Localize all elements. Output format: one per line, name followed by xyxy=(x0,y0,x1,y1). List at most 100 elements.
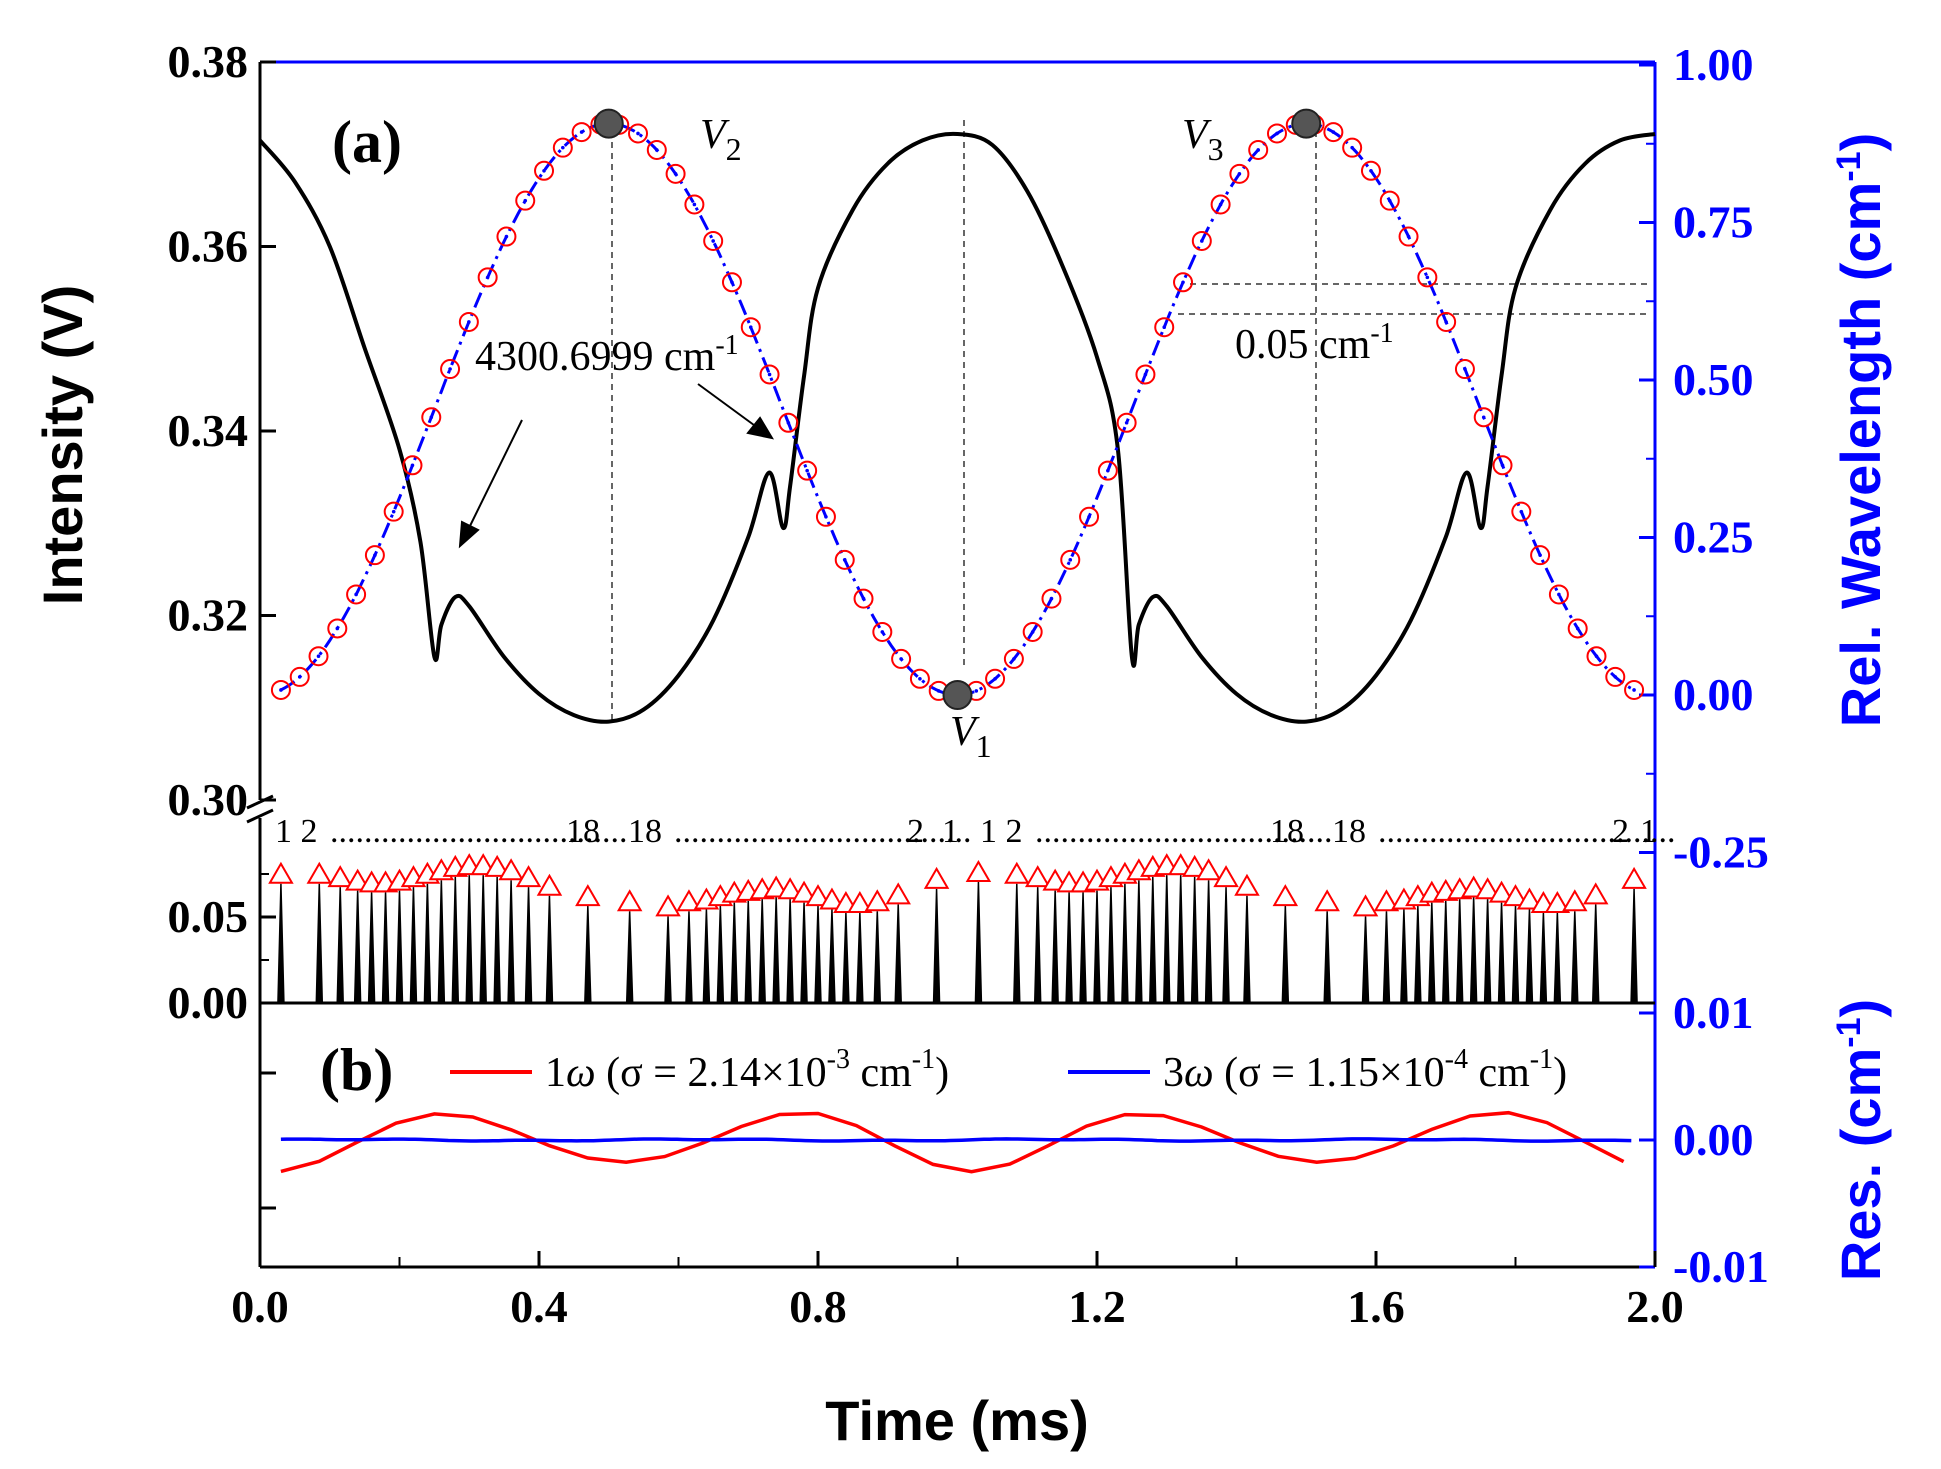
spike-triangle xyxy=(1024,865,1051,888)
wavelength-marker xyxy=(1323,122,1344,143)
spike-peak xyxy=(507,880,515,1004)
spike-peak xyxy=(932,888,941,1004)
spike-peak xyxy=(1630,888,1638,1004)
left-tick-label: 0.32 xyxy=(168,590,249,641)
spike-peak xyxy=(423,883,432,1004)
spike-triangle xyxy=(1352,894,1379,917)
wavelength-marker-dot xyxy=(786,420,791,425)
spike-triangle xyxy=(1474,877,1501,900)
intensity-trace xyxy=(258,131,1656,724)
spike-peak xyxy=(1553,912,1562,1004)
wavelength-marker xyxy=(1173,272,1194,293)
wavelength-marker-dot xyxy=(1613,675,1618,679)
spike-peak xyxy=(894,904,902,1004)
right-tick-label: 0.25 xyxy=(1673,512,1754,563)
spike-peak xyxy=(353,890,362,1004)
spike-peak xyxy=(277,883,285,1004)
right-axis-title-lower: Res. (cm-1) xyxy=(1829,999,1892,1281)
spike-peak xyxy=(1079,892,1087,1004)
spike-peak xyxy=(856,912,864,1004)
seq-label-1-2: 1 2 xyxy=(275,813,318,850)
wavelength-marker-dot xyxy=(1275,131,1279,136)
wavelength-marker xyxy=(1530,545,1551,566)
wavelength-marker xyxy=(721,272,742,293)
spike-peak xyxy=(873,911,882,1004)
spike-peak xyxy=(315,883,324,1004)
spike-peak xyxy=(828,909,836,1004)
spike-triangle xyxy=(805,884,831,907)
wavelength-marker-dot xyxy=(391,509,396,514)
spike-peak xyxy=(1591,904,1600,1004)
wavelength-marker xyxy=(552,137,573,158)
spike-triangle xyxy=(1373,889,1400,912)
spike-peak xyxy=(1382,911,1391,1004)
wavelength-marker-dot xyxy=(1444,320,1448,324)
wavelength-marker xyxy=(759,364,780,385)
wavelength-marker-dot xyxy=(1387,198,1392,203)
x-tick-label: 1.6 xyxy=(1347,1281,1405,1332)
wavelength-marker xyxy=(1003,648,1024,669)
wavelength-marker-dot xyxy=(1500,463,1505,468)
wavelength-marker xyxy=(1567,618,1588,639)
spike-peak xyxy=(1483,899,1492,1004)
x-tick-label: 1.2 xyxy=(1068,1281,1126,1332)
wavelength-marker-dot xyxy=(542,168,546,173)
wavelength-marker-dot xyxy=(880,630,885,634)
spike-peak xyxy=(493,876,501,1004)
spike-triangle xyxy=(498,858,524,881)
left-axis-ticks: 0.30 0.32 0.34 0.36 0.38 0.00 0.05 xyxy=(168,36,276,1210)
extremum-dot xyxy=(942,680,973,710)
wavelength-marker xyxy=(364,545,385,566)
wavelength-marker xyxy=(1473,407,1494,428)
right-axis-title-upper: Rel. Wavelength (cm-1) xyxy=(1829,133,1892,727)
spike-triangle xyxy=(1502,884,1529,907)
legend-label-1w: 1ω (σ = 2.14×10-3 cm-1) xyxy=(545,1044,949,1096)
extremum-dots xyxy=(593,108,1322,710)
spike-peak xyxy=(584,906,592,1004)
spike-triangle xyxy=(1234,873,1260,896)
spike-triangle xyxy=(965,860,992,882)
spike-triangle xyxy=(1004,861,1030,884)
spike-peak xyxy=(381,892,390,1004)
right-tick-label: 0.00 xyxy=(1673,669,1754,720)
wavelength-marker xyxy=(646,139,667,160)
spike-peak xyxy=(1323,911,1331,1004)
wavelength-marker xyxy=(1360,160,1381,181)
spike-triangle xyxy=(1195,858,1222,881)
axis-break-mark-1 xyxy=(246,794,274,810)
x-tick-label: 0.8 xyxy=(789,1281,847,1332)
spike-peak xyxy=(479,875,487,1004)
arrow-left-head xyxy=(458,520,480,549)
spike-triangle xyxy=(1621,866,1647,889)
wavelength-marker-dot xyxy=(1124,420,1129,425)
wavelength-marker xyxy=(1605,666,1626,687)
left-tick-label: 0.38 xyxy=(168,36,249,87)
spike-peak xyxy=(1190,876,1199,1004)
wavelength-marker xyxy=(1154,317,1175,338)
spike-peak xyxy=(1243,895,1251,1004)
spike-peak xyxy=(1013,883,1021,1004)
spike-peak xyxy=(716,906,725,1004)
residual-series xyxy=(280,1110,1632,1174)
wavelength-marker-dot xyxy=(1068,558,1073,562)
wavelength-marker-dot xyxy=(1237,172,1242,176)
wavelength-marker-dot xyxy=(918,676,922,681)
spike-triangle xyxy=(1460,875,1487,898)
wavelength-marker-dot xyxy=(316,654,321,659)
spike-triangle xyxy=(1167,853,1194,876)
wavelength-marker xyxy=(1398,226,1419,247)
spike-triangle xyxy=(885,882,911,905)
right-axis-ticks: -0.25 0.00 0.25 0.50 0.75 1.00 -0.01 0.00 0.01 xyxy=(1639,39,1769,1292)
wavelength-marker-dot xyxy=(561,145,565,150)
wavelength-marker xyxy=(383,501,404,522)
spike-peak xyxy=(1135,880,1143,1004)
spike-triangle xyxy=(1516,887,1543,910)
spike-triangle xyxy=(819,887,845,910)
wavelength-marker-dot xyxy=(467,320,471,324)
left-tick-label: 0.34 xyxy=(168,405,249,456)
wavelength-marker xyxy=(1097,460,1118,481)
wavelength-marker xyxy=(1492,455,1513,476)
right-tick-label: 1.00 xyxy=(1673,39,1754,90)
wavelength-marker xyxy=(872,621,893,642)
wavelength-marker xyxy=(477,267,498,288)
